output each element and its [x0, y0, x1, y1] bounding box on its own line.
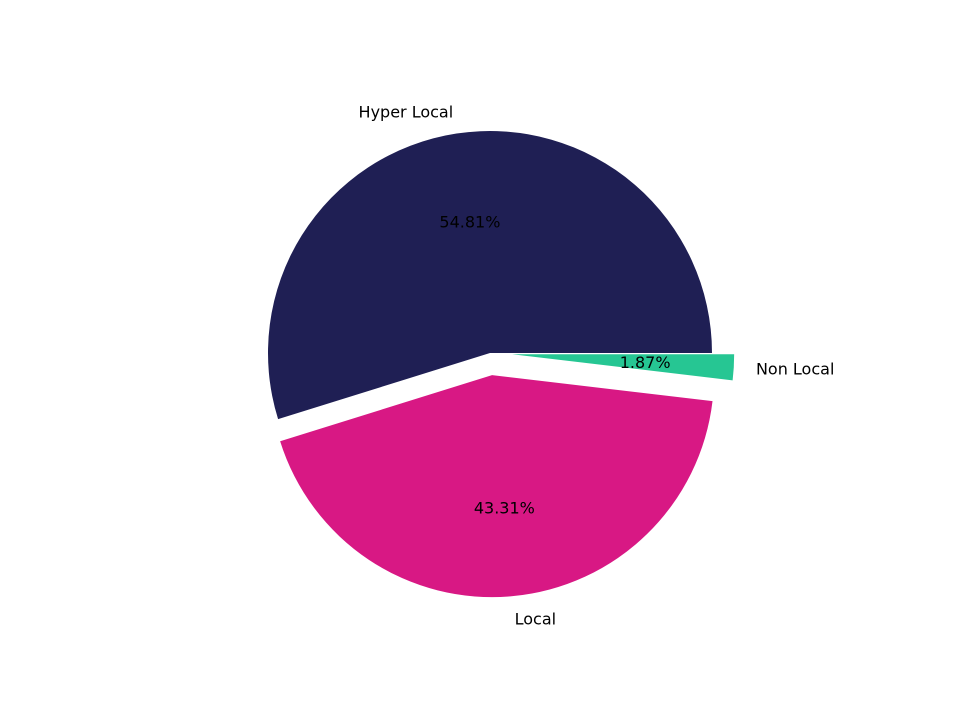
- pie-slice-local: [280, 375, 713, 598]
- pie-slice-hyper-local: [267, 131, 712, 420]
- category-label: Non Local: [756, 360, 834, 379]
- category-label: Hyper Local: [359, 103, 454, 122]
- pct-label: 1.87%: [620, 353, 671, 372]
- pct-label: 54.81%: [439, 212, 500, 231]
- category-label: Local: [515, 609, 556, 628]
- pct-label: 43.31%: [474, 499, 535, 518]
- pie-slice-non-local: [512, 354, 735, 381]
